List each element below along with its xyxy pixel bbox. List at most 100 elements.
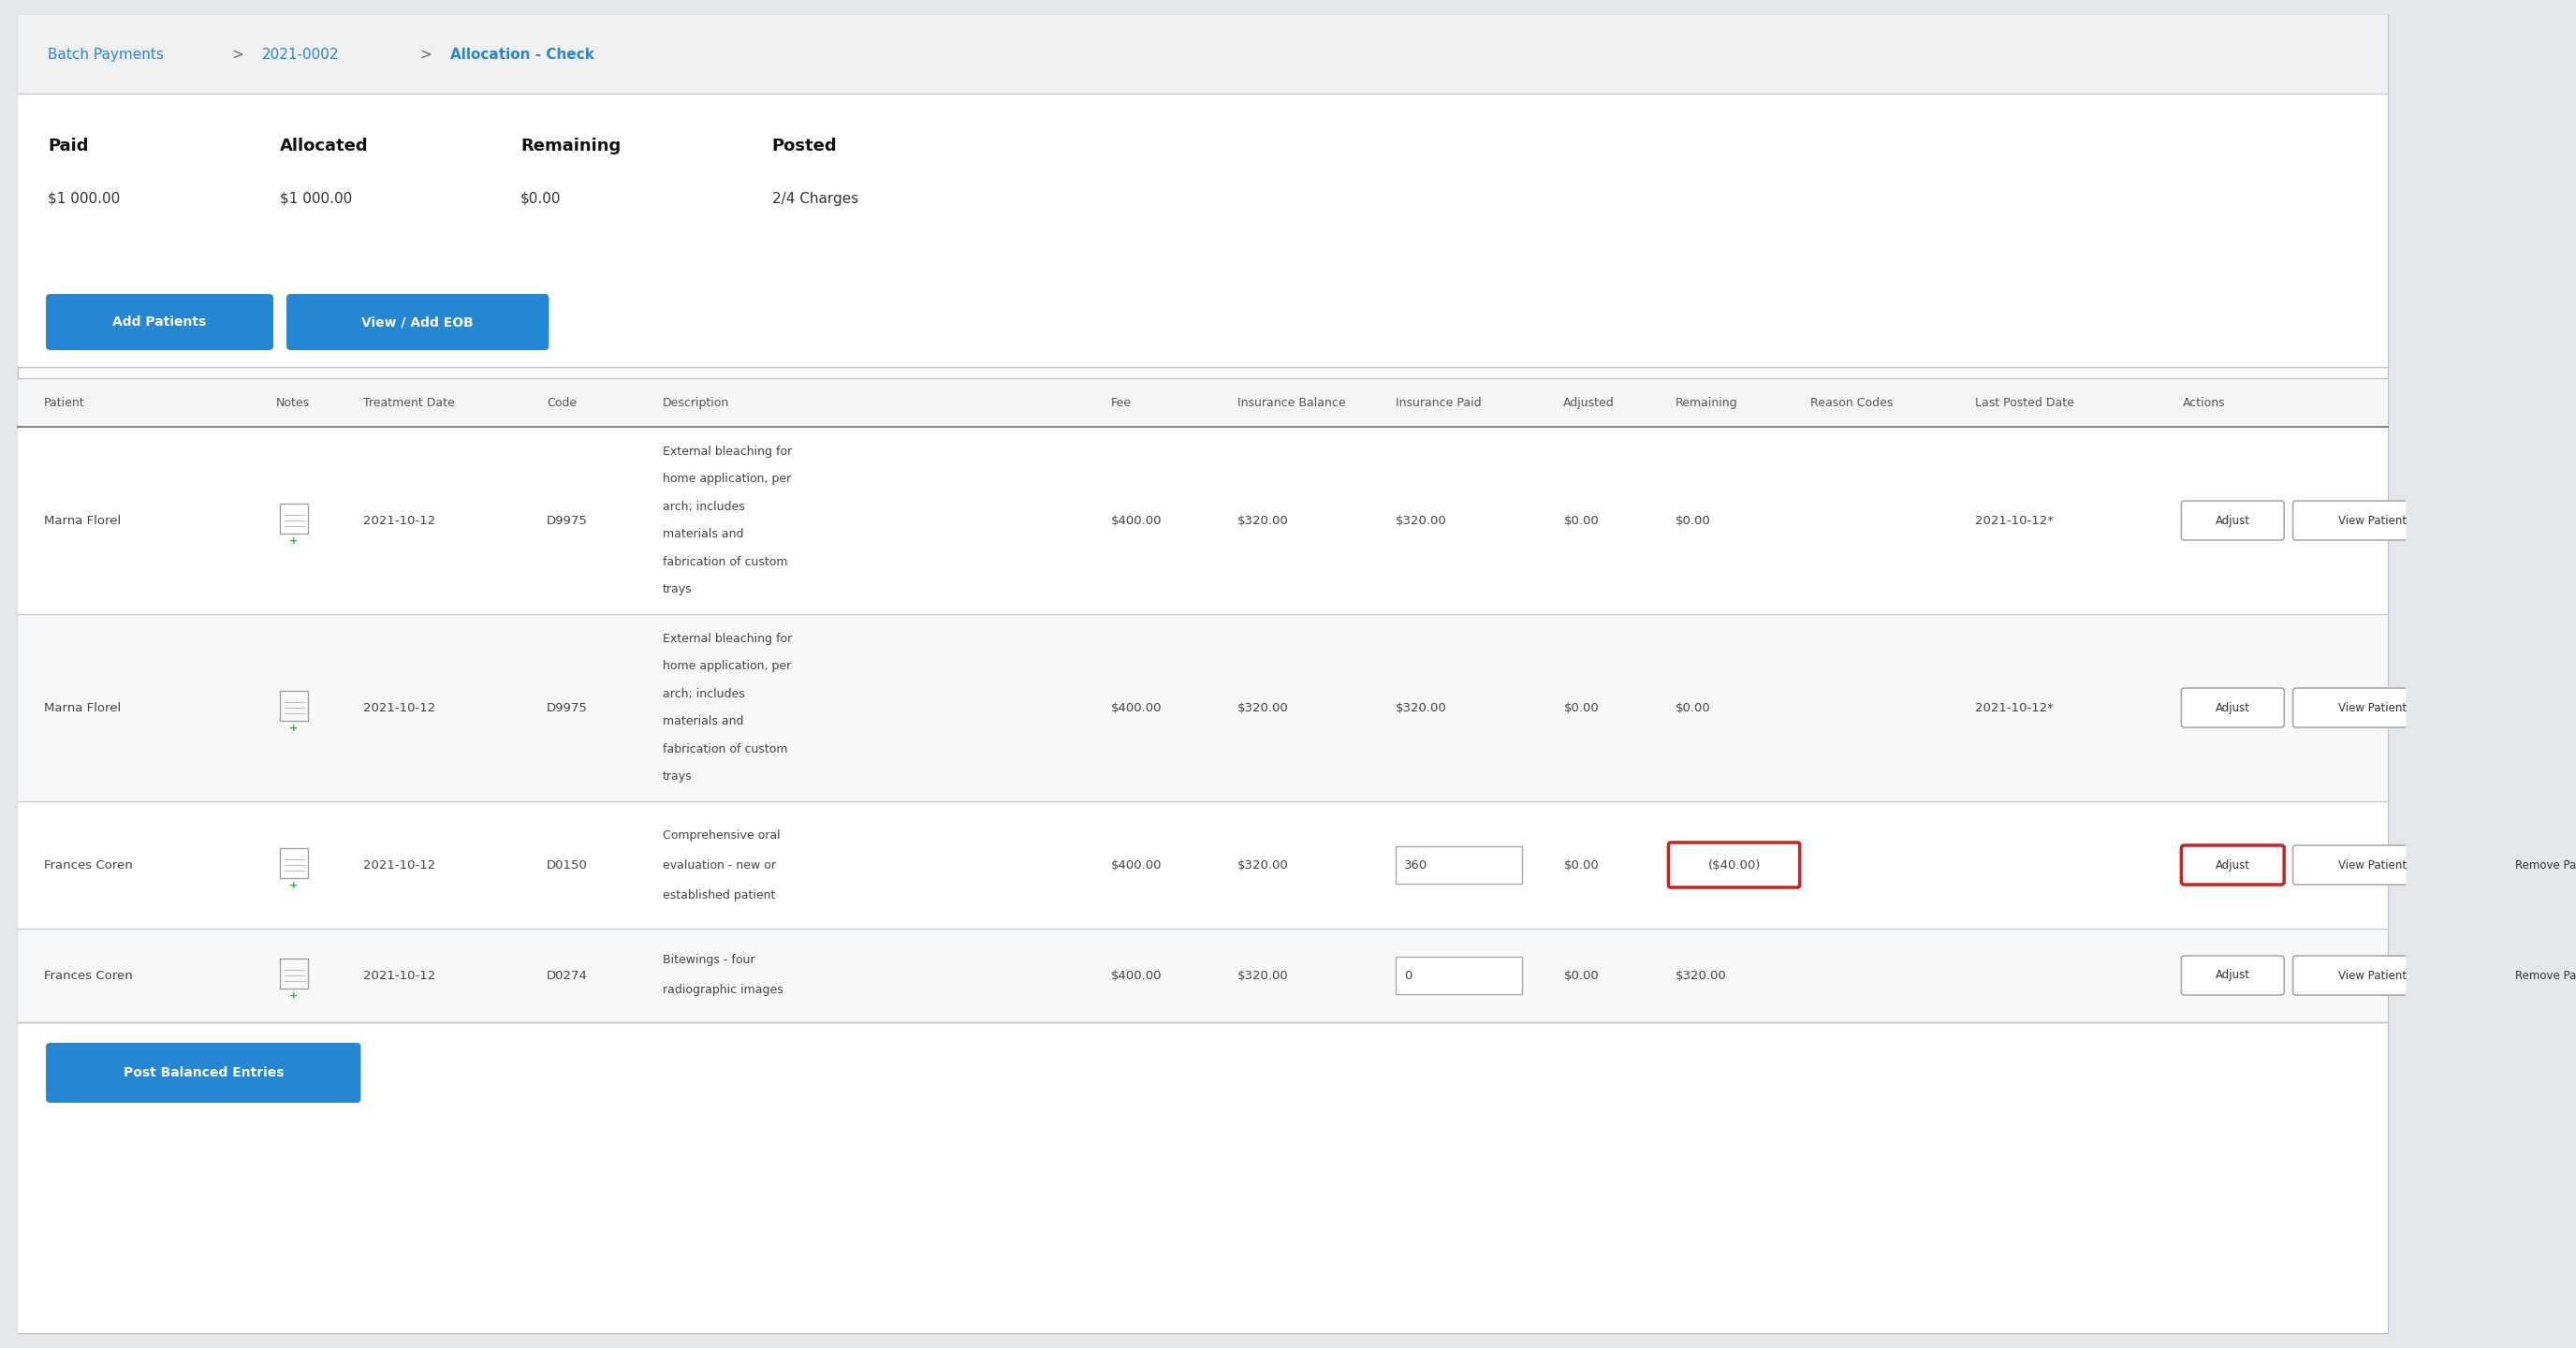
Text: Marna Florel: Marna Florel (44, 515, 121, 527)
Text: trays: trays (662, 584, 693, 596)
Text: Remove Patient: Remove Patient (2514, 969, 2576, 981)
Text: +: + (289, 537, 296, 546)
Text: evaluation - new or: evaluation - new or (662, 859, 775, 871)
Text: $320.00: $320.00 (1236, 515, 1288, 527)
Text: D0150: D0150 (546, 859, 587, 871)
Text: View / Add EOB: View / Add EOB (361, 315, 474, 329)
Text: home application, per: home application, per (662, 661, 791, 673)
FancyBboxPatch shape (2293, 501, 2452, 541)
Text: arch; includes: arch; includes (662, 687, 744, 700)
Text: Allocation - Check: Allocation - Check (451, 47, 595, 61)
Text: View Patient: View Patient (2339, 515, 2406, 527)
Text: 0: 0 (1404, 969, 1412, 981)
FancyBboxPatch shape (2293, 956, 2452, 995)
Text: home application, per: home application, per (662, 473, 791, 485)
Text: Last Posted Date: Last Posted Date (1976, 396, 2074, 408)
Text: 2021-10-12: 2021-10-12 (363, 701, 435, 714)
Text: Remove Patient: Remove Patient (2514, 859, 2576, 871)
Bar (1396, 847, 1522, 884)
Text: Batch Payments: Batch Payments (49, 47, 165, 61)
Text: $400.00: $400.00 (1110, 515, 1162, 527)
Text: Insurance Balance: Insurance Balance (1236, 396, 1347, 408)
Text: Posted: Posted (773, 137, 837, 155)
Text: materials and: materials and (662, 716, 744, 728)
Text: $0.00: $0.00 (1564, 515, 1600, 527)
Text: View Patient: View Patient (2339, 969, 2406, 981)
Text: Comprehensive oral: Comprehensive oral (662, 829, 781, 841)
Text: Add Patients: Add Patients (113, 315, 206, 329)
Text: $400.00: $400.00 (1110, 859, 1162, 871)
Text: Post Balanced Entries: Post Balanced Entries (124, 1066, 283, 1080)
Text: $0.00: $0.00 (1564, 969, 1600, 981)
Text: fabrication of custom: fabrication of custom (662, 743, 788, 755)
Text: $0.00: $0.00 (520, 191, 562, 205)
Text: Allocated: Allocated (281, 137, 368, 155)
Text: $320.00: $320.00 (1396, 515, 1448, 527)
Text: $400.00: $400.00 (1110, 969, 1162, 981)
Text: Description: Description (662, 396, 729, 408)
Bar (18, 280, 2388, 367)
Text: >: > (232, 47, 245, 61)
Text: Notes: Notes (276, 396, 309, 408)
Text: Adjust: Adjust (2215, 515, 2249, 527)
Text: materials and: materials and (662, 528, 744, 541)
Text: arch; includes: arch; includes (662, 500, 744, 512)
Text: 360: 360 (1404, 859, 1427, 871)
Text: External bleaching for: External bleaching for (662, 632, 791, 644)
FancyBboxPatch shape (2293, 687, 2452, 728)
FancyBboxPatch shape (2182, 956, 2285, 995)
Bar (18, 929, 2388, 1022)
Text: radiographic images: radiographic images (662, 984, 783, 996)
Text: Treatment Date: Treatment Date (363, 396, 453, 408)
Text: Remaining: Remaining (1674, 396, 1736, 408)
Text: D9975: D9975 (546, 701, 587, 714)
Text: $0.00: $0.00 (1564, 701, 1600, 714)
Bar (18, 615, 2388, 801)
Text: +: + (289, 991, 296, 1000)
Text: 2021-0002: 2021-0002 (263, 47, 340, 61)
Text: Marna Florel: Marna Florel (44, 701, 121, 714)
Text: $400.00: $400.00 (1110, 701, 1162, 714)
Text: $320.00: $320.00 (1236, 969, 1288, 981)
Bar (18, 427, 2388, 615)
Text: Insurance Paid: Insurance Paid (1396, 396, 1481, 408)
Text: View Patient: View Patient (2339, 701, 2406, 714)
Text: $320.00: $320.00 (1396, 701, 1448, 714)
Bar (1396, 957, 1522, 995)
Text: Actions: Actions (2182, 396, 2226, 408)
Text: trays: trays (662, 771, 693, 783)
Text: 2021-10-12: 2021-10-12 (363, 859, 435, 871)
Text: 2/4 Charges: 2/4 Charges (773, 191, 858, 205)
Text: Frances Coren: Frances Coren (44, 969, 131, 981)
Text: $320.00: $320.00 (1674, 969, 1726, 981)
Text: Adjust: Adjust (2215, 701, 2249, 714)
Text: Paid: Paid (49, 137, 88, 155)
Bar (18, 379, 2388, 427)
Text: Adjust: Adjust (2215, 969, 2249, 981)
FancyBboxPatch shape (2460, 956, 2576, 995)
Text: >: > (420, 47, 433, 61)
FancyBboxPatch shape (2182, 845, 2285, 884)
Text: Code: Code (546, 396, 577, 408)
Bar (18, 801, 2388, 929)
Bar (18, 93, 2388, 280)
Text: +: + (289, 724, 296, 733)
Text: Patient: Patient (44, 396, 85, 408)
Text: Bitewings - four: Bitewings - four (662, 954, 755, 967)
FancyBboxPatch shape (2182, 501, 2285, 541)
Text: Fee: Fee (1110, 396, 1131, 408)
Text: $0.00: $0.00 (1674, 701, 1710, 714)
Text: $0.00: $0.00 (1674, 515, 1710, 527)
Text: $320.00: $320.00 (1236, 859, 1288, 871)
Text: $0.00: $0.00 (1564, 859, 1600, 871)
Bar (18, 15, 2388, 93)
FancyBboxPatch shape (46, 294, 273, 350)
Text: D9975: D9975 (546, 515, 587, 527)
Text: D0274: D0274 (546, 969, 587, 981)
Text: +: + (289, 880, 296, 890)
Text: 2021-10-12*: 2021-10-12* (1976, 701, 2053, 714)
Text: $1 000.00: $1 000.00 (281, 191, 353, 205)
Text: $320.00: $320.00 (1236, 701, 1288, 714)
Text: 2021-10-12: 2021-10-12 (363, 515, 435, 527)
Text: established patient: established patient (662, 888, 775, 900)
